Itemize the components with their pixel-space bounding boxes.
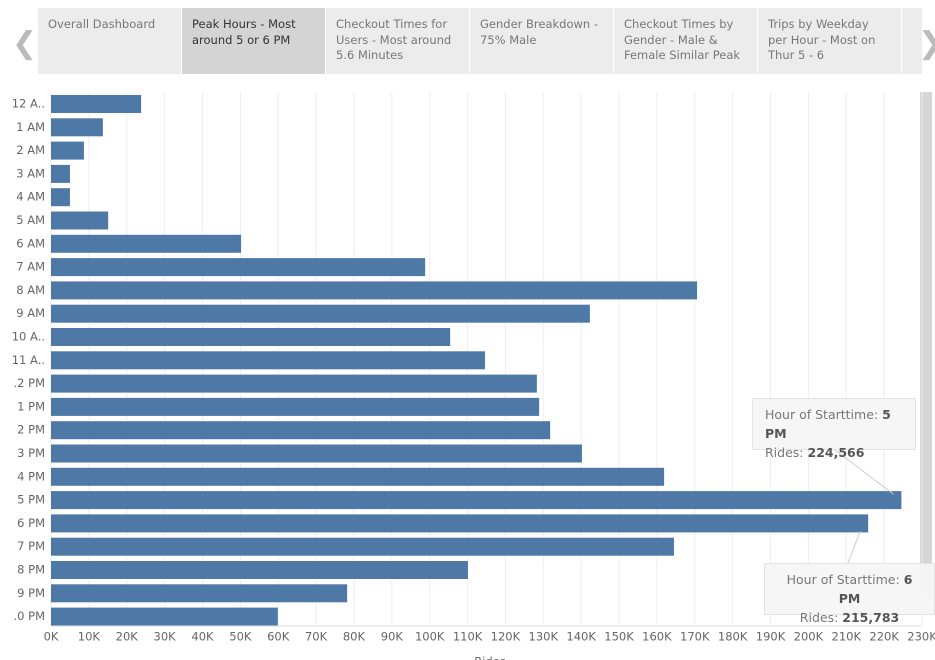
bar xyxy=(51,118,103,137)
next-arrow[interactable]: ❯ xyxy=(918,26,935,61)
x-tick-label: 120K xyxy=(491,630,521,644)
tab[interactable]: Gender Breakdown - 75% Male xyxy=(470,8,613,74)
bar xyxy=(51,95,142,113)
x-tick-label: 200K xyxy=(794,630,824,644)
y-tick-label: 9 PM xyxy=(17,586,45,600)
y-tick-label: 4 AM xyxy=(16,190,45,204)
y-tick-label: 3 AM xyxy=(16,166,45,180)
prev-arrow[interactable]: ❮ xyxy=(12,26,38,61)
x-tick-label: 230K xyxy=(907,630,935,644)
y-tick-label: 4 PM xyxy=(17,469,45,483)
x-tick-label: 70K xyxy=(305,630,328,644)
tooltip-value: 215,783 xyxy=(842,610,900,625)
tooltip-connector xyxy=(847,531,861,564)
tooltip: Hour of Starttime: 5 PM Rides: 224,566 xyxy=(752,398,916,460)
y-tick-label: 9 AM xyxy=(16,306,45,320)
tooltip-connector xyxy=(834,449,894,495)
tab[interactable] xyxy=(902,8,922,74)
bar xyxy=(51,514,869,533)
tooltip-label: Rides: xyxy=(765,445,804,460)
x-tick-label: 80K xyxy=(343,630,366,644)
x-tick-label: 110K xyxy=(453,630,483,644)
bar xyxy=(51,561,468,579)
x-tick-label: 30K xyxy=(154,630,177,644)
y-tick-label: 8 AM xyxy=(16,283,45,297)
tooltip-label: Hour of Starttime: xyxy=(765,407,879,422)
x-tick-label: 60K xyxy=(267,630,290,644)
tooltip: Hour of Starttime: 6 PM Rides: 215,783 xyxy=(764,563,935,625)
x-tick-label: 0K xyxy=(44,630,59,644)
x-tick-label: 50K xyxy=(229,630,252,644)
x-tick-label: 90K xyxy=(381,630,404,644)
tooltip-value: 6 PM xyxy=(838,572,913,606)
x-tick-label: 130K xyxy=(529,630,559,644)
x-tick-label: 190K xyxy=(756,630,786,644)
bar xyxy=(51,188,70,207)
x-tick-label: 160K xyxy=(642,630,672,644)
y-tick-label: 1 PM xyxy=(17,399,45,413)
x-tick-label: 140K xyxy=(566,630,596,644)
y-tick-label: 11 A.. xyxy=(12,353,45,367)
x-axis-title: Rides xyxy=(474,655,506,660)
y-tick-label: 2 AM xyxy=(16,143,45,157)
x-tick-label: 220K xyxy=(869,630,899,644)
tooltip-label: Rides: xyxy=(799,610,839,625)
x-tick-label: 20K xyxy=(116,630,139,644)
tab[interactable]: Trips by Weekday per Hour - Most on Thur… xyxy=(758,8,901,74)
tab[interactable]: Peak Hours - Most around 5 or 6 PM xyxy=(182,8,325,74)
x-tick-label: 150K xyxy=(604,630,634,644)
x-tick-label: 180K xyxy=(718,630,748,644)
tooltip-value: 224,566 xyxy=(807,445,865,460)
bar xyxy=(51,491,902,510)
tab[interactable]: Checkout Times by Gender - Male & Female… xyxy=(614,8,757,74)
bar xyxy=(51,467,665,486)
y-tick-label: 2 PM xyxy=(17,423,45,437)
bar xyxy=(51,164,70,183)
tooltip-value: 5 PM xyxy=(765,407,891,441)
scrollbar[interactable] xyxy=(920,92,932,595)
y-tick-label: 7 AM xyxy=(16,260,45,274)
x-tick-label: 210K xyxy=(832,630,862,644)
tab[interactable]: Overall Dashboard xyxy=(38,8,181,74)
y-tick-label: 1 AM xyxy=(16,120,45,134)
y-tick-label: .0 PM xyxy=(14,609,46,623)
bar xyxy=(51,607,278,626)
bar xyxy=(51,351,485,370)
bar xyxy=(51,444,582,463)
x-tick-label: 10K xyxy=(78,630,101,644)
bar xyxy=(51,421,551,440)
y-tick-label: 5 AM xyxy=(16,213,45,227)
bar xyxy=(51,584,348,603)
bar xyxy=(51,234,242,253)
tab[interactable]: Checkout Times for Users - Most around 5… xyxy=(326,8,469,74)
bar xyxy=(51,211,109,230)
y-tick-label: 10 A.. xyxy=(12,330,45,344)
y-tick-label: 6 PM xyxy=(17,516,45,530)
bar xyxy=(51,304,590,323)
x-tick-label: 170K xyxy=(680,630,710,644)
bar xyxy=(51,141,84,160)
y-tick-label: 3 PM xyxy=(17,446,45,460)
bar xyxy=(51,328,451,346)
x-tick-label: 100K xyxy=(415,630,445,644)
y-tick-label: 6 AM xyxy=(16,236,45,250)
bar xyxy=(51,281,698,300)
bar xyxy=(51,397,540,416)
y-tick-label: 12 A.. xyxy=(12,97,45,111)
bar xyxy=(51,374,537,393)
bar xyxy=(51,537,674,556)
y-tick-label: 8 PM xyxy=(17,563,45,577)
bar xyxy=(51,258,426,277)
tooltip-label: Hour of Starttime: xyxy=(786,572,900,587)
y-tick-label: 5 PM xyxy=(17,493,45,507)
x-tick-label: 40K xyxy=(191,630,214,644)
y-tick-label: .2 PM xyxy=(14,376,46,390)
y-tick-label: 7 PM xyxy=(17,539,45,553)
